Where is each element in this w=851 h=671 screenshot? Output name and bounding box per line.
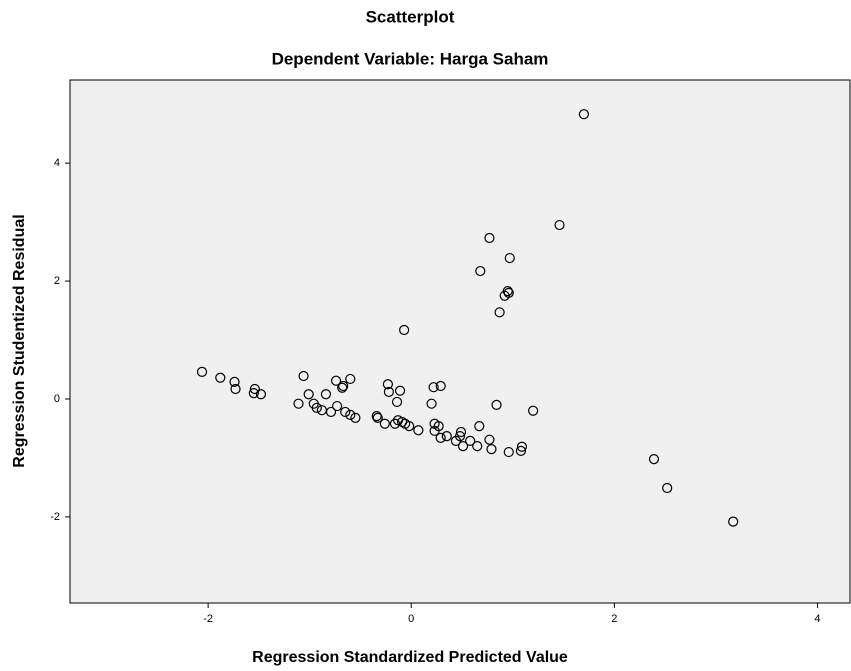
- x-tick-label: 2: [611, 613, 617, 625]
- point: [662, 482, 673, 494]
- y-tick-label: -2: [50, 511, 60, 523]
- point: [379, 418, 390, 429]
- point: [486, 444, 497, 455]
- point: [472, 441, 483, 452]
- point: [404, 421, 415, 432]
- point: [383, 386, 394, 398]
- point: [332, 400, 343, 412]
- point: [248, 387, 259, 399]
- point: [399, 324, 410, 336]
- point: [311, 402, 322, 413]
- point: [515, 445, 527, 456]
- point: [435, 432, 446, 444]
- point: [494, 307, 505, 318]
- point: [728, 516, 739, 527]
- point: [433, 421, 444, 432]
- x-tick-label: 0: [408, 613, 414, 625]
- point: [441, 431, 452, 442]
- point: [428, 382, 439, 393]
- point: [196, 366, 208, 377]
- point: [491, 399, 502, 410]
- point: [528, 405, 539, 416]
- chart-title: Scatterplot: [366, 7, 455, 26]
- point: [303, 389, 314, 400]
- point: [503, 446, 514, 458]
- point: [503, 287, 514, 298]
- point: [435, 380, 446, 392]
- y-tick-label: 4: [54, 157, 60, 169]
- plot-area: [69, 79, 851, 604]
- point: [372, 412, 383, 423]
- point: [554, 219, 565, 231]
- point: [255, 389, 267, 400]
- point: [457, 441, 469, 452]
- point: [504, 252, 515, 264]
- point: [337, 382, 348, 393]
- point: [465, 435, 476, 446]
- point: [345, 373, 356, 385]
- point: [382, 379, 393, 390]
- point: [325, 406, 337, 418]
- point: [454, 431, 466, 442]
- y-tick-label: 2: [54, 275, 60, 287]
- point: [338, 380, 349, 392]
- point: [350, 412, 361, 423]
- point: [516, 441, 528, 452]
- point: [455, 426, 467, 438]
- point: [502, 285, 513, 297]
- point: [474, 421, 485, 432]
- chart-subtitle: Dependent Variable: Harga Saham: [272, 49, 549, 68]
- point: [230, 383, 241, 395]
- point: [330, 375, 342, 386]
- point: [345, 409, 356, 421]
- point: [389, 418, 401, 429]
- point: [215, 372, 226, 383]
- x-tick-label: -2: [203, 613, 213, 625]
- point: [475, 265, 486, 277]
- point: [229, 376, 240, 387]
- point: [648, 454, 660, 465]
- point: [340, 406, 351, 418]
- point: [413, 425, 424, 436]
- point: [320, 389, 332, 400]
- x-tick-label: 4: [814, 613, 820, 625]
- point: [293, 398, 304, 409]
- y-axis-label: Regression Studentized Residual: [11, 214, 28, 467]
- y-tick-label: 0: [54, 393, 60, 405]
- point: [298, 370, 309, 382]
- point: [394, 385, 406, 396]
- point: [426, 398, 437, 409]
- x-axis-label: Regression Standardized Predicted Value: [252, 649, 568, 666]
- point: [484, 434, 495, 445]
- point: [484, 232, 495, 244]
- point: [578, 109, 589, 120]
- point: [249, 383, 260, 395]
- point: [371, 410, 382, 422]
- point: [391, 396, 403, 408]
